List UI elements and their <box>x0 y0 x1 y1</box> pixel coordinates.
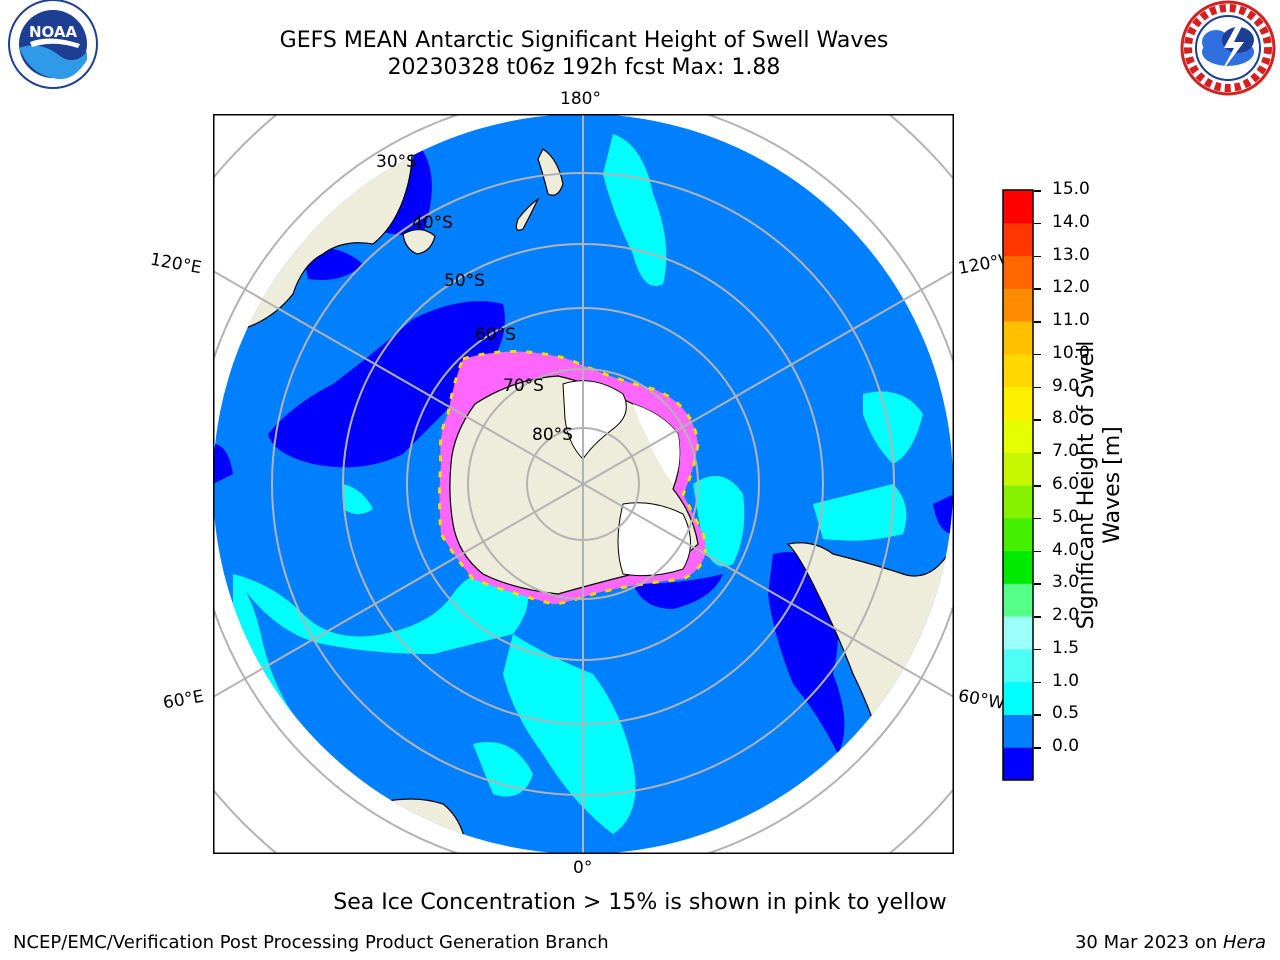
colorbar-tick-label: 13.0 <box>1052 244 1090 265</box>
lon-label-180: 180° <box>560 89 601 109</box>
colorbar-tick-label: 6.0 <box>1052 474 1080 494</box>
colorbar-tick-label: 10.0 <box>1052 342 1090 363</box>
colorbar-tick-label: 15.0 <box>1052 179 1090 199</box>
chart-subtitle: 20230328 t06z 192h fcst Max: 1.88 <box>387 55 781 80</box>
colorbar-tick-mark <box>1034 747 1041 749</box>
colorbar-tick-label: 1.5 <box>1052 637 1080 658</box>
colorbar-tick-label: 12.0 <box>1052 277 1090 298</box>
colorbar-segment <box>1003 550 1033 584</box>
colorbar-tick-mark <box>1034 190 1041 192</box>
colorbar-tick-mark <box>1034 681 1041 684</box>
colorbar-label-line2: Waves [m] <box>1100 426 1125 544</box>
colorbar-tick-label: 0.0 <box>1052 736 1080 757</box>
colorbar-segment <box>1003 714 1033 748</box>
graticule <box>213 114 954 854</box>
ross-ice-shelf <box>562 380 627 460</box>
colorbar-segment <box>1003 288 1033 322</box>
polar-map <box>213 114 954 854</box>
colorbar-tick-mark <box>1034 714 1041 716</box>
colorbar-segment <box>1003 255 1033 289</box>
colorbar-segment <box>1003 517 1033 552</box>
nws-logo <box>1180 0 1276 96</box>
colorbar-tick-mark <box>1034 353 1041 356</box>
colorbar-tick-label: 1.0 <box>1052 670 1080 691</box>
colorbar-tick-mark <box>1034 517 1041 520</box>
colorbar-segment <box>1003 386 1033 420</box>
colorbar-tick-mark <box>1034 419 1041 421</box>
colorbar-segment <box>1003 321 1033 355</box>
colorbar-segment <box>1003 485 1033 519</box>
colorbar-segment <box>1003 747 1033 781</box>
noaa-logo: NOAA <box>8 0 98 89</box>
colorbar-tick-mark <box>1034 616 1041 618</box>
colorbar-tick-mark <box>1034 583 1041 585</box>
colorbar-segment <box>1003 452 1033 486</box>
lat-label-60s: 60°S <box>475 325 516 345</box>
lat-label-50s: 50°S <box>444 271 485 291</box>
sea-ice-caption: Sea Ice Concentration > 15% is shown in … <box>333 890 947 915</box>
lon-label-60e: 60°E <box>161 686 206 714</box>
colorbar-tick-label: 11.0 <box>1052 310 1090 331</box>
colorbar-tick-label: 7.0 <box>1052 441 1080 462</box>
footer-host: Hera <box>1222 932 1266 953</box>
colorbar-segment <box>1003 419 1033 453</box>
colorbar-tick-mark <box>1034 255 1041 258</box>
colorbar-tick-label: 2.0 <box>1052 605 1080 626</box>
footer-right: 30 Mar 2023 on Hera <box>1075 932 1266 953</box>
colorbar-segment <box>1003 190 1033 224</box>
colorbar-label: Significant Height of Swell Waves [m] <box>1074 341 1126 630</box>
colorbar-tick-mark <box>1034 550 1041 553</box>
colorbar-segment <box>1003 353 1033 388</box>
colorbar-tick-label: 5.0 <box>1052 506 1080 527</box>
colorbar-tick-label: 0.5 <box>1052 703 1080 724</box>
colorbar-segment <box>1003 222 1033 257</box>
colorbar-tick-mark <box>1034 321 1041 323</box>
colorbar-tick-label: 14.0 <box>1052 211 1090 232</box>
footer-left: NCEP/EMC/Verification Post Processing Pr… <box>13 932 609 953</box>
colorbar-tick-mark <box>1034 648 1041 651</box>
colorbar-tick-mark <box>1034 485 1041 487</box>
colorbar-tick-label: 4.0 <box>1052 539 1080 560</box>
colorbar-segment <box>1003 681 1033 715</box>
colorbar-segment <box>1003 648 1033 683</box>
lat-label-80s: 80°S <box>532 425 573 445</box>
colorbar-tick-label: 3.0 <box>1052 572 1080 593</box>
colorbar-tick-mark <box>1034 222 1041 225</box>
colorbar-segment <box>1003 616 1033 650</box>
colorbar-tick-mark <box>1034 386 1041 389</box>
colorbar-tick-label: 9.0 <box>1052 375 1080 396</box>
chart-title: GEFS MEAN Antarctic Significant Height o… <box>279 28 889 53</box>
colorbar-tick-mark <box>1034 288 1041 290</box>
svg-text:NOAA: NOAA <box>29 23 78 41</box>
colorbar-tick-label: 8.0 <box>1052 408 1080 429</box>
lat-label-40s: 40°S <box>412 213 453 233</box>
colorbar-segment <box>1003 583 1033 617</box>
lon-label-0: 0° <box>573 858 593 878</box>
lat-label-70s: 70°S <box>503 376 544 396</box>
colorbar-tick-mark <box>1034 452 1041 454</box>
colorbar-label-line1: Significant Height of Swell <box>1074 340 1099 630</box>
lon-label-60w: 60°W <box>956 686 1007 714</box>
colorbar <box>1002 189 1034 781</box>
lat-label-30s: 30°S <box>376 152 417 172</box>
lon-label-120e: 120°E <box>148 249 204 279</box>
new-zealand <box>537 148 564 196</box>
footer-date: 30 Mar 2023 on <box>1074 932 1223 953</box>
